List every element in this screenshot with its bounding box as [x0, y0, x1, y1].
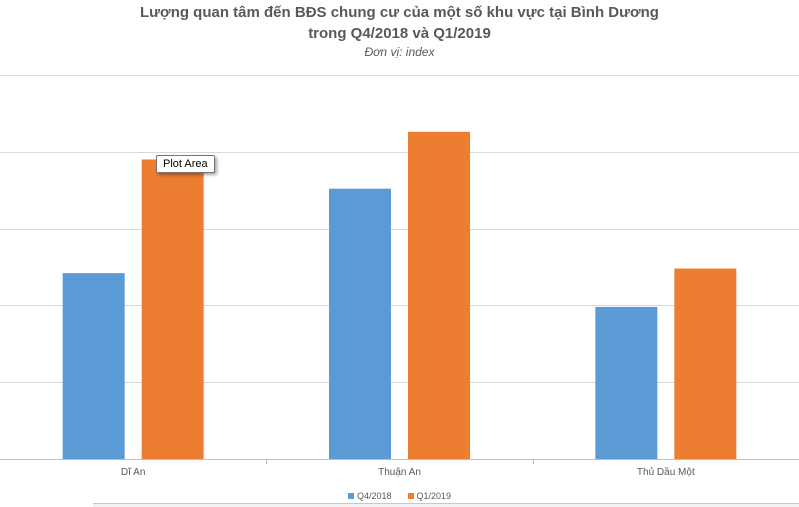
legend-swatch-q4-2018	[347, 493, 354, 499]
legend-item-q4-2018[interactable]: Q4/2018	[347, 491, 392, 501]
legend-label-q4-2018: Q4/2018	[356, 491, 392, 501]
bar-Q4-2018-2	[595, 306, 658, 459]
legend-swatch-q1-2019	[407, 493, 414, 499]
legend-item-q1-2019[interactable]: Q1/2019	[407, 491, 452, 501]
legend-label-q1-2019: Q1/2019	[416, 491, 452, 501]
bar-Q1-2019-2	[674, 268, 737, 459]
plot-area-tooltip: Plot Area	[156, 155, 215, 173]
x-tick-label-1: Thuận An	[378, 467, 421, 478]
bar-Q4-2018-1	[329, 188, 391, 459]
bar-Q1-2019-1	[408, 131, 470, 459]
bar-Q1-2019-0	[141, 159, 204, 460]
chart-subtitle: Đơn vị: index	[364, 45, 435, 59]
x-tick-label-0: Dĩ An	[121, 467, 145, 478]
x-tick-label-2: Thủ Dầu Một	[637, 466, 695, 478]
chart-title-line-2: trong Q4/2018 và Q1/2019	[308, 25, 491, 42]
chart-title: Lượng quan tâm đến BĐS chung cư của một …	[0, 2, 799, 44]
chart-legend[interactable]: Q4/2018 Q1/2019	[0, 491, 799, 501]
chart-title-block: Lượng quan tâm đến BĐS chung cư của một …	[0, 2, 799, 60]
chart-title-line-1: Lượng quan tâm đến BĐS chung cư của một …	[140, 4, 659, 21]
horizontal-scrollbar[interactable]	[93, 503, 799, 507]
bar-Q4-2018-0	[62, 273, 125, 459]
